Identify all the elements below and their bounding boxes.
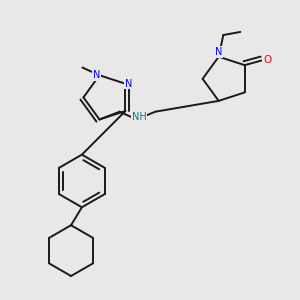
Text: NH: NH xyxy=(132,112,146,122)
Text: N: N xyxy=(93,70,100,80)
Text: N: N xyxy=(125,79,132,89)
Text: N: N xyxy=(215,47,222,57)
Text: O: O xyxy=(263,56,272,65)
